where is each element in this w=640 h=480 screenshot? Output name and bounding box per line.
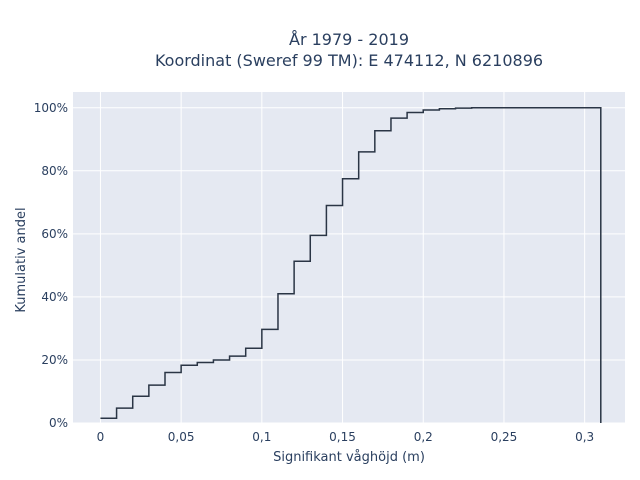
x-tick-label: 0,05 [168, 430, 195, 444]
x-tick-label: 0,1 [252, 430, 271, 444]
y-tick-label: 20% [41, 353, 68, 367]
x-tick-label: 0,3 [575, 430, 594, 444]
x-tick-label: 0,25 [491, 430, 518, 444]
x-tick-label: 0 [97, 430, 105, 444]
x-axis-ticks: 0 0,05 0,1 0,15 0,2 0,25 0,3 [97, 430, 595, 444]
chart-title-line-1: År 1979 - 2019 [289, 30, 409, 49]
y-tick-label: 100% [34, 101, 68, 115]
plot-area [73, 92, 625, 423]
x-tick-label: 0,15 [329, 430, 356, 444]
y-axis-ticks: 0% 20% 40% 60% 80% 100% [34, 101, 68, 430]
x-tick-label: 0,2 [414, 430, 433, 444]
chart-title-line-2: Koordinat (Sweref 99 TM): E 474112, N 62… [155, 51, 543, 70]
y-tick-label: 80% [41, 164, 68, 178]
cumulative-step-line [100, 107, 602, 423]
x-axis-title: Signifikant våghöjd (m) [273, 450, 425, 465]
y-tick-label: 0% [49, 416, 68, 430]
y-tick-label: 40% [41, 290, 68, 304]
y-axis-title: Kumulativ andel [14, 207, 29, 312]
y-tick-label: 60% [41, 227, 68, 241]
